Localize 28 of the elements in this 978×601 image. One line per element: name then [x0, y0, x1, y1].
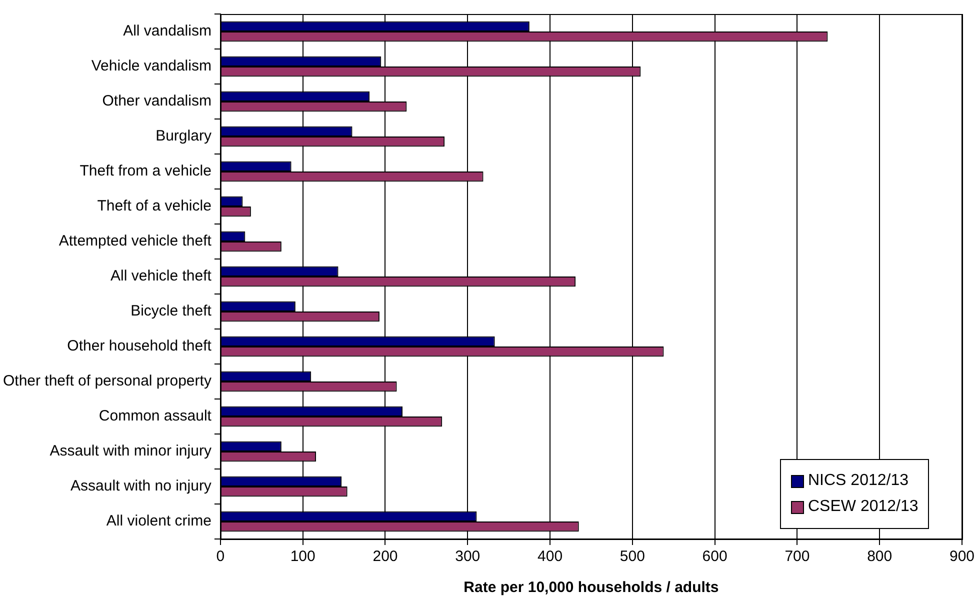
- y-tick-label: Bicycle theft: [130, 302, 212, 320]
- x-tick-label: 700: [784, 548, 810, 566]
- y-tick-label: Other vandalism: [102, 92, 212, 110]
- x-tick-label: 800: [867, 548, 892, 566]
- y-tick-label: Other household theft: [67, 338, 212, 355]
- y-tick-label: Burglary: [156, 128, 212, 145]
- x-tick-label: 600: [702, 548, 728, 566]
- y-tick-label: Theft of a vehicle: [97, 198, 212, 215]
- y-tick-label: All vandalism: [123, 22, 212, 40]
- x-tick-label: 300: [455, 548, 480, 566]
- x-tick-label: 500: [620, 548, 645, 566]
- y-tick-label: Attempted vehicle theft: [58, 232, 212, 250]
- x-axis-title: Rate per 10,000 households / adults: [464, 579, 719, 596]
- x-tick-label: 0: [216, 548, 225, 566]
- x-tick-label: 400: [538, 548, 563, 566]
- y-tick-label: Vehicle vandalism: [91, 58, 212, 75]
- y-tick-label: All violent crime: [106, 512, 212, 530]
- y-tick-label: Other theft of personal property: [2, 372, 212, 390]
- x-tick-label: 200: [372, 548, 398, 566]
- y-tick-label: Assault with minor injury: [50, 442, 212, 460]
- y-tick-label: Theft from a vehicle: [80, 162, 212, 180]
- x-tick-label: 100: [290, 548, 316, 566]
- x-tick-label: 900: [949, 548, 975, 566]
- legend-label: CSEW 2012/13: [808, 498, 918, 516]
- y-tick-label: Assault with no injury: [70, 478, 212, 495]
- legend-label: NICS 2012/13: [808, 472, 909, 490]
- y-tick-label: All vehicle theft: [110, 268, 212, 285]
- y-tick-label: Common assault: [98, 408, 212, 425]
